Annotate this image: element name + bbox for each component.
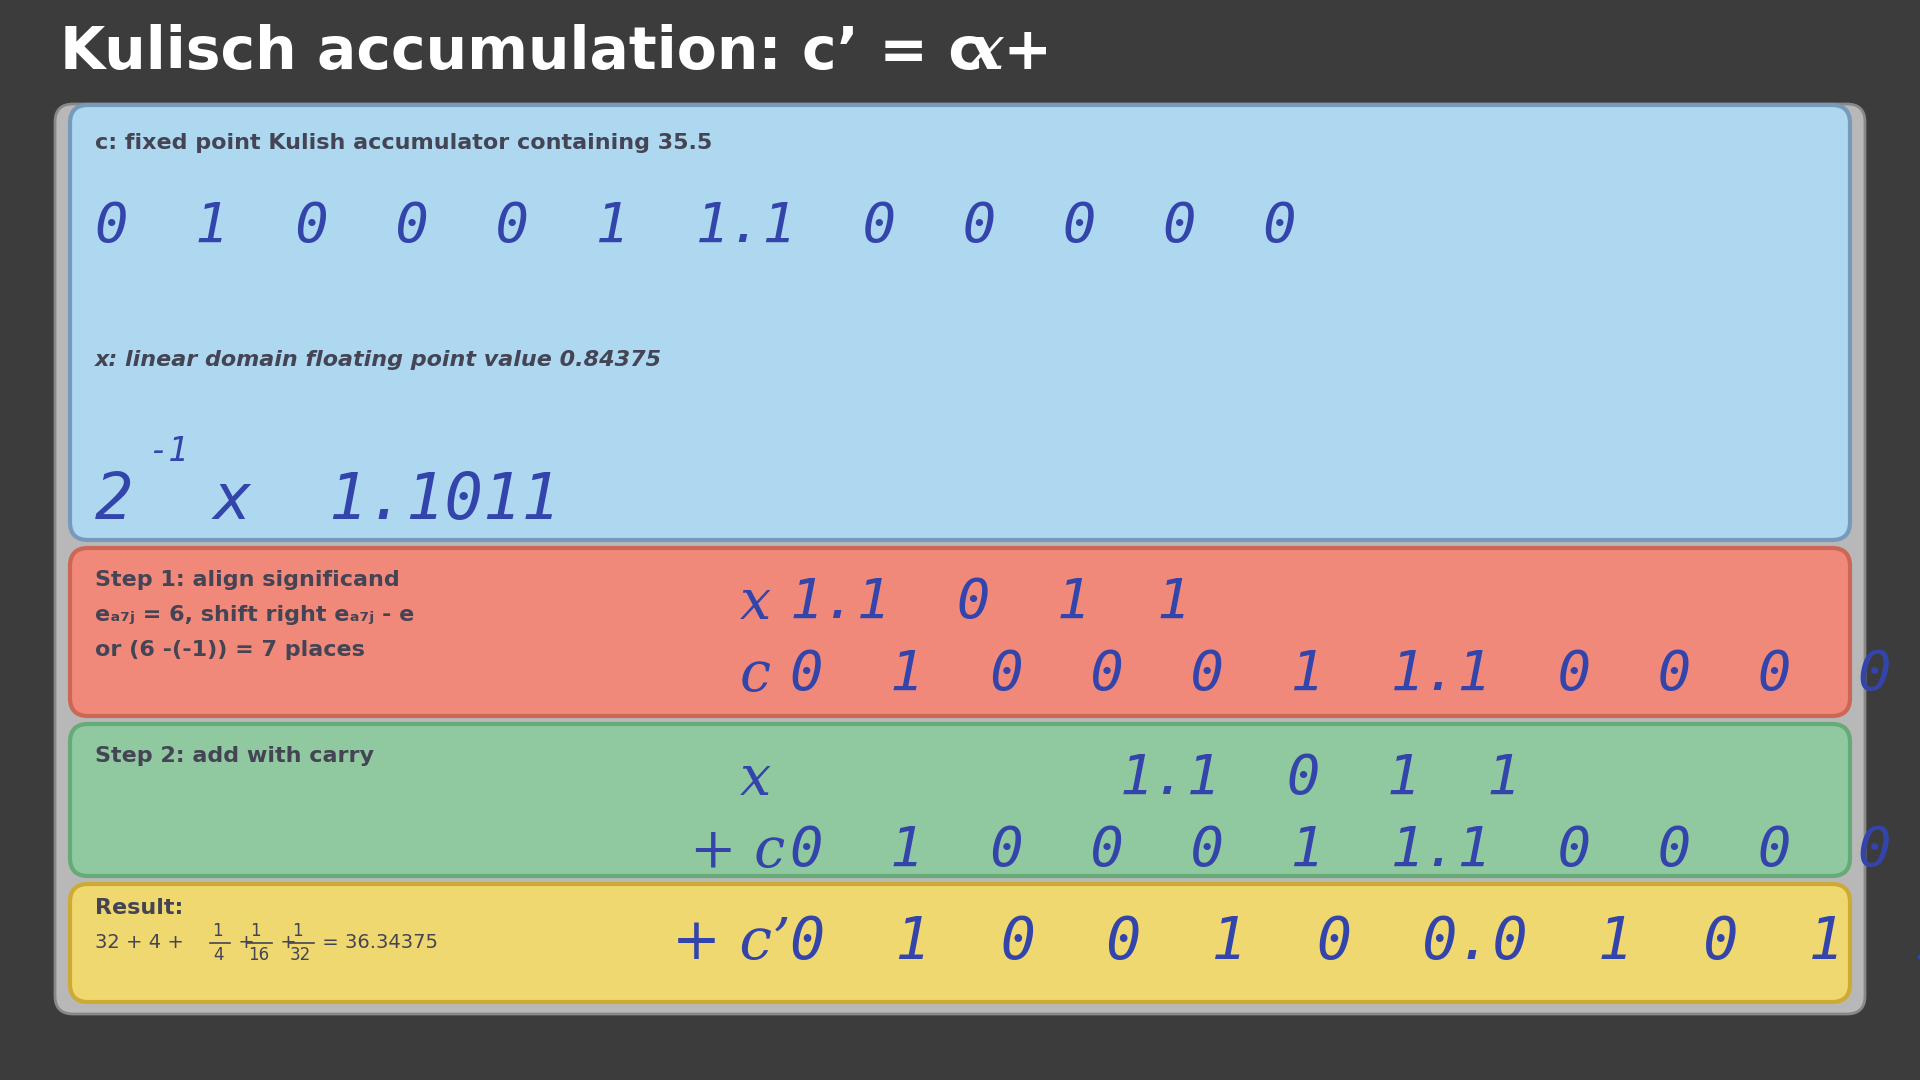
Text: 32: 32	[290, 946, 311, 964]
Text: x: x	[966, 22, 1002, 82]
Text: 0  1  0  0  0  1  1.1  0  0  0  0  0: 0 1 0 0 0 1 1.1 0 0 0 0 0	[789, 824, 1920, 878]
Text: -1: -1	[148, 435, 188, 468]
Text: 2: 2	[94, 470, 134, 532]
Text: 1.1  0  1  1: 1.1 0 1 1	[789, 576, 1190, 630]
Text: x: x	[739, 752, 772, 807]
Text: c: c	[739, 648, 772, 703]
FancyBboxPatch shape	[69, 724, 1851, 876]
Text: 1: 1	[211, 922, 223, 940]
FancyBboxPatch shape	[56, 104, 1864, 1014]
Text: 4: 4	[213, 946, 223, 964]
FancyBboxPatch shape	[69, 885, 1851, 1002]
FancyBboxPatch shape	[69, 105, 1851, 540]
Text: 0  1  0  0  0  1  1.1  0  0  0  0  0: 0 1 0 0 0 1 1.1 0 0 0 0 0	[94, 200, 1296, 254]
Text: c: fixed point Kulish accumulator containing 35.5: c: fixed point Kulish accumulator contai…	[94, 133, 712, 153]
Text: = 36.34375: = 36.34375	[317, 933, 438, 953]
Text: Result:: Result:	[94, 897, 184, 918]
Text: Step 1: align significand: Step 1: align significand	[94, 570, 399, 590]
Text: 32 + 4 +: 32 + 4 +	[94, 933, 190, 953]
Text: x  1.1011: x 1.1011	[175, 470, 561, 532]
Text: + c: + c	[689, 824, 785, 879]
FancyBboxPatch shape	[69, 548, 1851, 716]
Text: Step 2: add with carry: Step 2: add with carry	[94, 746, 374, 766]
Text: 1: 1	[292, 922, 303, 940]
Text: 0  1  0  0  1  0  0.0  1  0  1  1  0: 0 1 0 0 1 0 0.0 1 0 1 1 0	[789, 915, 1920, 972]
Text: Kulisch accumulation: c’ = c +: Kulisch accumulation: c’ = c +	[60, 24, 1073, 81]
Text: eₐ₇ⱼ = 6, shift right eₐ₇ⱼ - e: eₐ₇ⱼ = 6, shift right eₐ₇ⱼ - e	[94, 605, 415, 625]
Text: 1.1  0  1  1: 1.1 0 1 1	[1119, 752, 1521, 806]
Text: 0  1  0  0  0  1  1.1  0  0  0  0  0: 0 1 0 0 0 1 1.1 0 0 0 0 0	[789, 648, 1920, 702]
Text: x: x	[739, 576, 772, 631]
Text: +: +	[275, 933, 303, 953]
Text: + c’: + c’	[672, 915, 791, 971]
Text: or (6 -(-1)) = 7 places: or (6 -(-1)) = 7 places	[94, 640, 365, 660]
Text: x: linear domain floating point value 0.84375: x: linear domain floating point value 0.…	[94, 350, 662, 370]
Text: 16: 16	[248, 946, 269, 964]
Text: +: +	[232, 933, 261, 953]
Text: 1: 1	[250, 922, 261, 940]
